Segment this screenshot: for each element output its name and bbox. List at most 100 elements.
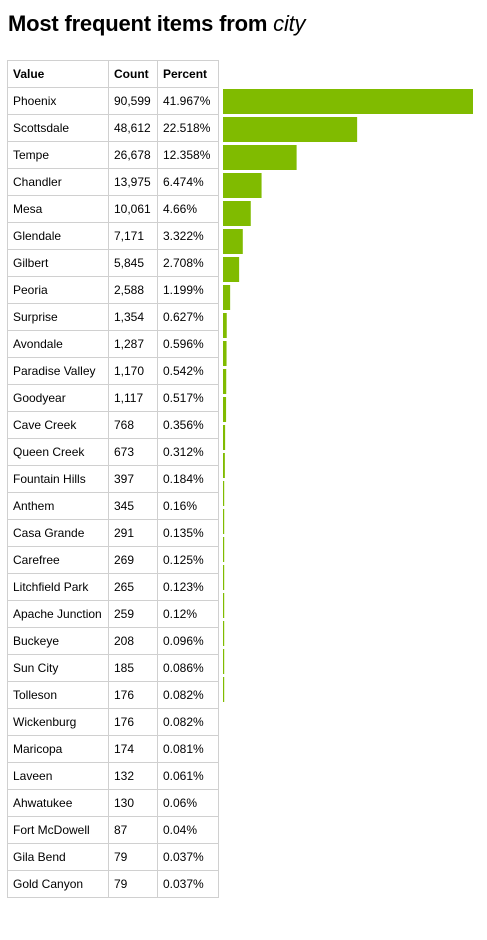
cell-percent: 12.358% <box>157 141 219 169</box>
cell-percent: 0.037% <box>157 843 219 871</box>
cell-count: 79 <box>108 843 158 871</box>
header-count: Count <box>108 60 158 88</box>
table-row: Surprise 1,354 0.627% <box>7 303 219 331</box>
bar-peoria <box>223 285 231 310</box>
cell-percent: 0.082% <box>157 708 219 736</box>
cell-value: Glendale <box>7 222 109 250</box>
page-title: Most frequent items from city <box>8 8 306 40</box>
cell-value: Gold Canyon <box>7 870 109 898</box>
cell-percent: 0.596% <box>157 330 219 358</box>
cell-count: 79 <box>108 870 158 898</box>
cell-percent: 0.312% <box>157 438 219 466</box>
cell-percent: 2.708% <box>157 249 219 277</box>
cell-percent: 3.322% <box>157 222 219 250</box>
cell-count: 7,171 <box>108 222 158 250</box>
table-row: Sun City 185 0.086% <box>7 654 219 682</box>
header-percent: Percent <box>157 60 219 88</box>
cell-percent: 0.123% <box>157 573 219 601</box>
cell-count: 208 <box>108 627 158 655</box>
cell-value: Queen Creek <box>7 438 109 466</box>
cell-percent: 22.518% <box>157 114 219 142</box>
table-row: Gold Canyon 79 0.037% <box>7 870 219 898</box>
bar-buckeye <box>223 649 225 674</box>
bar-tempe <box>223 145 297 170</box>
cell-percent: 0.542% <box>157 357 219 385</box>
cell-value: Casa Grande <box>7 519 109 547</box>
cell-percent: 0.184% <box>157 465 219 493</box>
frequency-table: Value Count Percent Phoenix 90,599 41.967%… <box>7 60 219 898</box>
table-row: Apache Junction 259 0.12% <box>7 600 219 628</box>
cell-count: 1,354 <box>108 303 158 331</box>
cell-value: Anthem <box>7 492 109 520</box>
cell-value: Laveen <box>7 762 109 790</box>
table-row: Mesa 10,061 4.66% <box>7 195 219 223</box>
cell-percent: 0.12% <box>157 600 219 628</box>
cell-count: 185 <box>108 654 158 682</box>
cell-count: 2,588 <box>108 276 158 304</box>
cell-value: Buckeye <box>7 627 109 655</box>
table-row: Gilbert 5,845 2.708% <box>7 249 219 277</box>
table-row: Ahwatukee 130 0.06% <box>7 789 219 817</box>
table-row: Glendale 7,171 3.322% <box>7 222 219 250</box>
cell-count: 1,170 <box>108 357 158 385</box>
cell-count: 1,117 <box>108 384 158 412</box>
cell-count: 26,678 <box>108 141 158 169</box>
cell-count: 10,061 <box>108 195 158 223</box>
cell-count: 13,975 <box>108 168 158 196</box>
cell-percent: 0.356% <box>157 411 219 439</box>
cell-value: Tolleson <box>7 681 109 709</box>
bar-goodyear <box>223 397 227 422</box>
table-row: Scottsdale 48,612 22.518% <box>7 114 219 142</box>
bar-sun-city <box>223 677 225 702</box>
table-row: Gila Bend 79 0.037% <box>7 843 219 871</box>
table-row: Fort McDowell 87 0.04% <box>7 816 219 844</box>
cell-value: Wickenburg <box>7 708 109 736</box>
cell-percent: 0.16% <box>157 492 219 520</box>
cell-value: Cave Creek <box>7 411 109 439</box>
table-row: Cave Creek 768 0.356% <box>7 411 219 439</box>
table-row: Paradise Valley 1,170 0.542% <box>7 357 219 385</box>
table-row: Queen Creek 673 0.312% <box>7 438 219 466</box>
cell-value: Peoria <box>7 276 109 304</box>
cell-count: 345 <box>108 492 158 520</box>
table-row: Maricopa 174 0.081% <box>7 735 219 763</box>
cell-percent: 1.199% <box>157 276 219 304</box>
cell-value: Fort McDowell <box>7 816 109 844</box>
bar-gilbert <box>223 257 240 282</box>
table-row: Tolleson 176 0.082% <box>7 681 219 709</box>
cell-count: 291 <box>108 519 158 547</box>
cell-count: 87 <box>108 816 158 844</box>
cell-value: Surprise <box>7 303 109 331</box>
cell-count: 174 <box>108 735 158 763</box>
cell-count: 48,612 <box>108 114 158 142</box>
table-row: Phoenix 90,599 41.967% <box>7 87 219 115</box>
cell-count: 90,599 <box>108 87 158 115</box>
cell-value: Goodyear <box>7 384 109 412</box>
cell-value: Paradise Valley <box>7 357 109 385</box>
cell-count: 130 <box>108 789 158 817</box>
cell-count: 259 <box>108 600 158 628</box>
cell-value: Scottsdale <box>7 114 109 142</box>
cell-count: 265 <box>108 573 158 601</box>
table-body: Phoenix 90,599 41.967% Scottsdale 48,612 22.5… <box>7 87 219 898</box>
bar-glendale <box>223 229 243 254</box>
cell-percent: 6.474% <box>157 168 219 196</box>
cell-percent: 0.627% <box>157 303 219 331</box>
bar-queen-creek <box>223 453 225 478</box>
table-row: Laveen 132 0.061% <box>7 762 219 790</box>
table-row: Chandler 13,975 6.474% <box>7 168 219 196</box>
bar-apache-junction <box>223 621 225 646</box>
table-row: Carefree 269 0.125% <box>7 546 219 574</box>
bar-mesa <box>223 201 251 226</box>
bar-carefree <box>223 565 225 590</box>
cell-percent: 0.061% <box>157 762 219 790</box>
cell-value: Gilbert <box>7 249 109 277</box>
cell-percent: 0.081% <box>157 735 219 763</box>
cell-value: Litchfield Park <box>7 573 109 601</box>
cell-value: Mesa <box>7 195 109 223</box>
cell-percent: 0.517% <box>157 384 219 412</box>
cell-percent: 0.06% <box>157 789 219 817</box>
cell-count: 5,845 <box>108 249 158 277</box>
title-prefix: Most frequent items from <box>8 11 268 36</box>
bar-cave-creek <box>223 425 226 450</box>
